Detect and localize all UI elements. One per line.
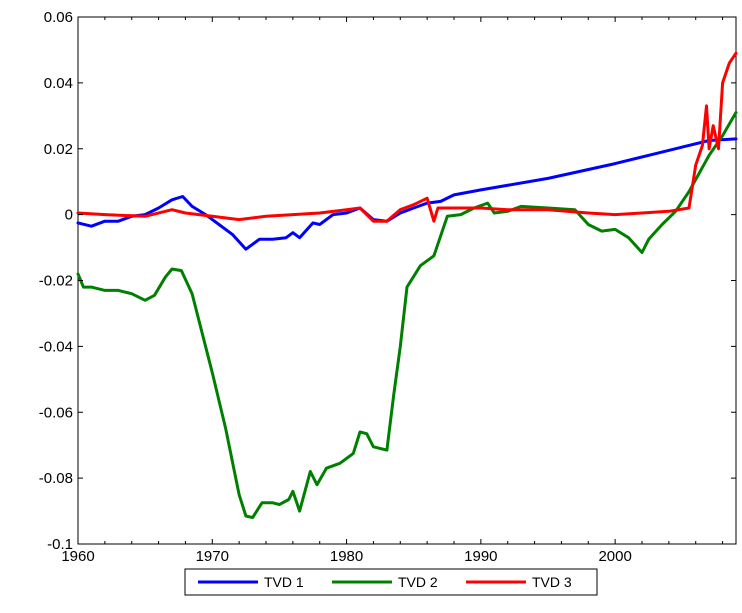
axis-layer: -0.1 -0.08 -0.06 -0.04 -0.02 0 0.02 0.04 0.06 196… <box>39 9 736 565</box>
legend-label-tvd-1: TVD 1 <box>264 574 304 590</box>
plot-area <box>77 16 737 545</box>
legend-label-tvd-2: TVD 2 <box>398 574 438 590</box>
y-tick-label: -0.02 <box>39 273 73 290</box>
x-tick-label: 1990 <box>464 548 497 565</box>
series-line-tvd-1 <box>76 137 738 251</box>
legend: TVD 1 TVD 2 TVD 3 <box>184 568 598 596</box>
y-tick-label: 0.04 <box>44 75 73 92</box>
y-tick-label: 0.02 <box>44 141 73 158</box>
y-tick-label: 0.06 <box>44 9 73 26</box>
x-tick-label: 1960 <box>61 548 94 565</box>
y-tick-label: 0 <box>65 207 73 224</box>
y-tick-label: -0.08 <box>39 470 73 487</box>
series-line-tvd-2 <box>76 111 738 520</box>
series-line-tvd-3 <box>76 51 738 223</box>
y-tick-label: -0.04 <box>39 338 73 355</box>
legend-label-tvd-3: TVD 3 <box>532 574 572 590</box>
y-tick-label: -0.1 <box>47 536 73 553</box>
x-tick-label: 1980 <box>330 548 363 565</box>
x-tick-label: 2000 <box>598 548 631 565</box>
x-tick-label: 1970 <box>196 548 229 565</box>
y-tick-label: -0.06 <box>39 404 73 421</box>
series-layer <box>76 51 738 520</box>
